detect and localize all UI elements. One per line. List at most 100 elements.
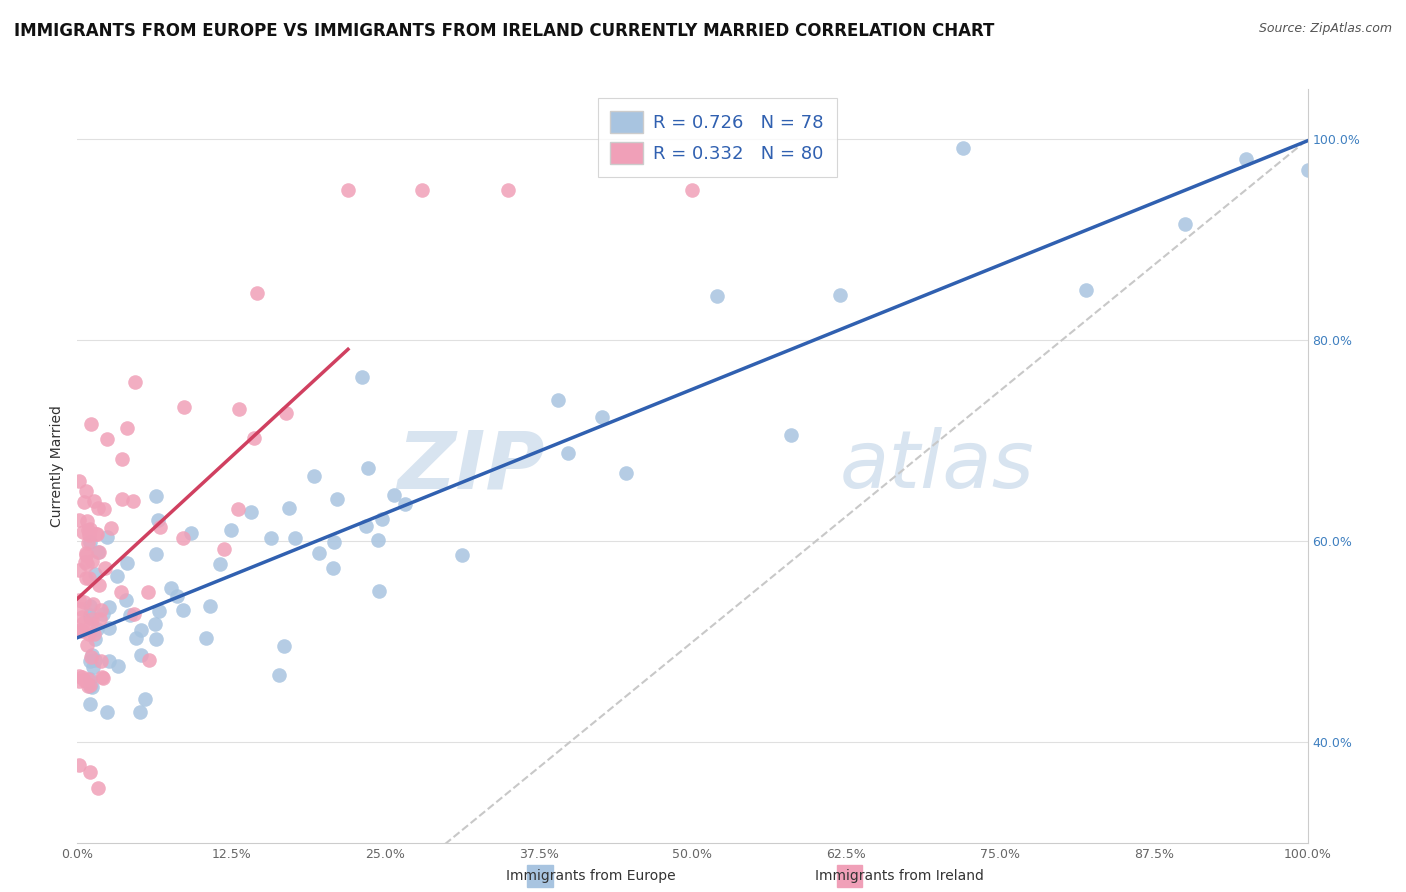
Legend: R = 0.726   N = 78, R = 0.332   N = 80: R = 0.726 N = 78, R = 0.332 N = 80 xyxy=(598,98,837,177)
Point xyxy=(70,624,93,638)
Point xyxy=(79,679,101,693)
Point xyxy=(228,502,250,516)
Point xyxy=(278,500,301,515)
Point xyxy=(337,183,360,197)
Point xyxy=(83,632,105,647)
Point xyxy=(70,610,93,624)
Point xyxy=(952,141,974,155)
Point xyxy=(228,401,250,416)
Point xyxy=(219,523,242,537)
Point xyxy=(557,446,579,460)
Point xyxy=(67,563,90,577)
Point xyxy=(208,557,231,571)
Point xyxy=(136,584,159,599)
Point xyxy=(79,672,101,686)
Point xyxy=(129,624,152,638)
Point xyxy=(246,285,269,300)
Y-axis label: Currently Married: Currently Married xyxy=(51,405,65,527)
Point xyxy=(682,183,704,197)
Point xyxy=(72,495,94,509)
Point xyxy=(128,706,150,720)
Point xyxy=(83,567,105,582)
Point xyxy=(160,581,183,595)
Point xyxy=(308,546,330,560)
Point xyxy=(706,289,728,303)
Point xyxy=(80,648,103,662)
Point xyxy=(96,706,118,720)
Point xyxy=(84,527,107,541)
Point xyxy=(325,492,347,507)
Point xyxy=(115,593,138,607)
Point xyxy=(79,697,101,711)
Point xyxy=(69,623,91,637)
Point xyxy=(496,183,519,197)
Point xyxy=(96,530,118,544)
Point xyxy=(394,497,416,511)
Point xyxy=(75,546,97,560)
Point xyxy=(75,571,97,585)
Point xyxy=(80,650,103,665)
Point xyxy=(70,602,93,616)
Point xyxy=(124,375,146,389)
Point xyxy=(283,531,305,545)
Point xyxy=(79,535,101,549)
Point xyxy=(1234,152,1257,166)
Point xyxy=(125,631,148,645)
Point xyxy=(75,548,97,562)
Point xyxy=(382,487,405,501)
Point xyxy=(79,599,101,613)
Text: IMMIGRANTS FROM EUROPE VS IMMIGRANTS FROM IRELAND CURRENTLY MARRIED CORRELATION : IMMIGRANTS FROM EUROPE VS IMMIGRANTS FRO… xyxy=(14,22,994,40)
Point xyxy=(107,659,129,673)
Point xyxy=(76,514,98,528)
Point xyxy=(77,523,100,537)
Point xyxy=(77,571,100,585)
Point xyxy=(118,608,141,623)
Point xyxy=(93,502,115,516)
Point xyxy=(172,603,194,617)
Point xyxy=(67,475,90,489)
Point xyxy=(70,669,93,683)
Point xyxy=(145,489,167,503)
Point xyxy=(86,622,108,636)
Point xyxy=(83,494,105,508)
Point xyxy=(173,401,195,415)
Point xyxy=(90,603,112,617)
Text: Source: ZipAtlas.com: Source: ZipAtlas.com xyxy=(1258,22,1392,36)
Text: ZIP: ZIP xyxy=(398,427,546,505)
Point xyxy=(354,519,377,533)
Point xyxy=(83,627,105,641)
Point xyxy=(72,524,94,539)
Point xyxy=(122,607,145,621)
Point xyxy=(110,451,132,466)
Point xyxy=(242,430,264,444)
Point xyxy=(82,598,104,612)
Point xyxy=(67,669,90,683)
Point xyxy=(411,183,433,197)
Point xyxy=(87,500,110,515)
Point xyxy=(75,483,97,498)
Point xyxy=(76,536,98,550)
Point xyxy=(212,541,235,556)
Point xyxy=(371,512,394,526)
Point xyxy=(77,672,100,686)
Point xyxy=(73,595,96,609)
Point xyxy=(591,410,613,425)
Point xyxy=(368,583,391,598)
Point xyxy=(72,616,94,631)
Point xyxy=(356,461,378,475)
Point xyxy=(367,533,389,547)
Point xyxy=(96,432,118,446)
Point xyxy=(67,673,90,688)
Point xyxy=(131,648,153,662)
Point xyxy=(138,653,160,667)
Point xyxy=(80,680,103,694)
Point xyxy=(115,421,138,435)
Point xyxy=(1076,283,1098,297)
Point xyxy=(267,668,290,682)
Point xyxy=(105,569,128,583)
Point xyxy=(323,534,346,549)
Point xyxy=(79,608,101,623)
Point xyxy=(322,560,344,574)
Point xyxy=(80,417,103,432)
Point xyxy=(98,622,121,636)
